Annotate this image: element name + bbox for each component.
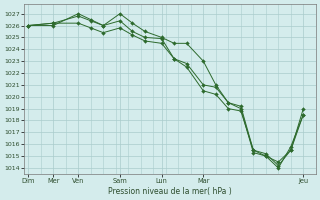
X-axis label: Pression niveau de la mer( hPa ): Pression niveau de la mer( hPa ) (108, 187, 232, 196)
